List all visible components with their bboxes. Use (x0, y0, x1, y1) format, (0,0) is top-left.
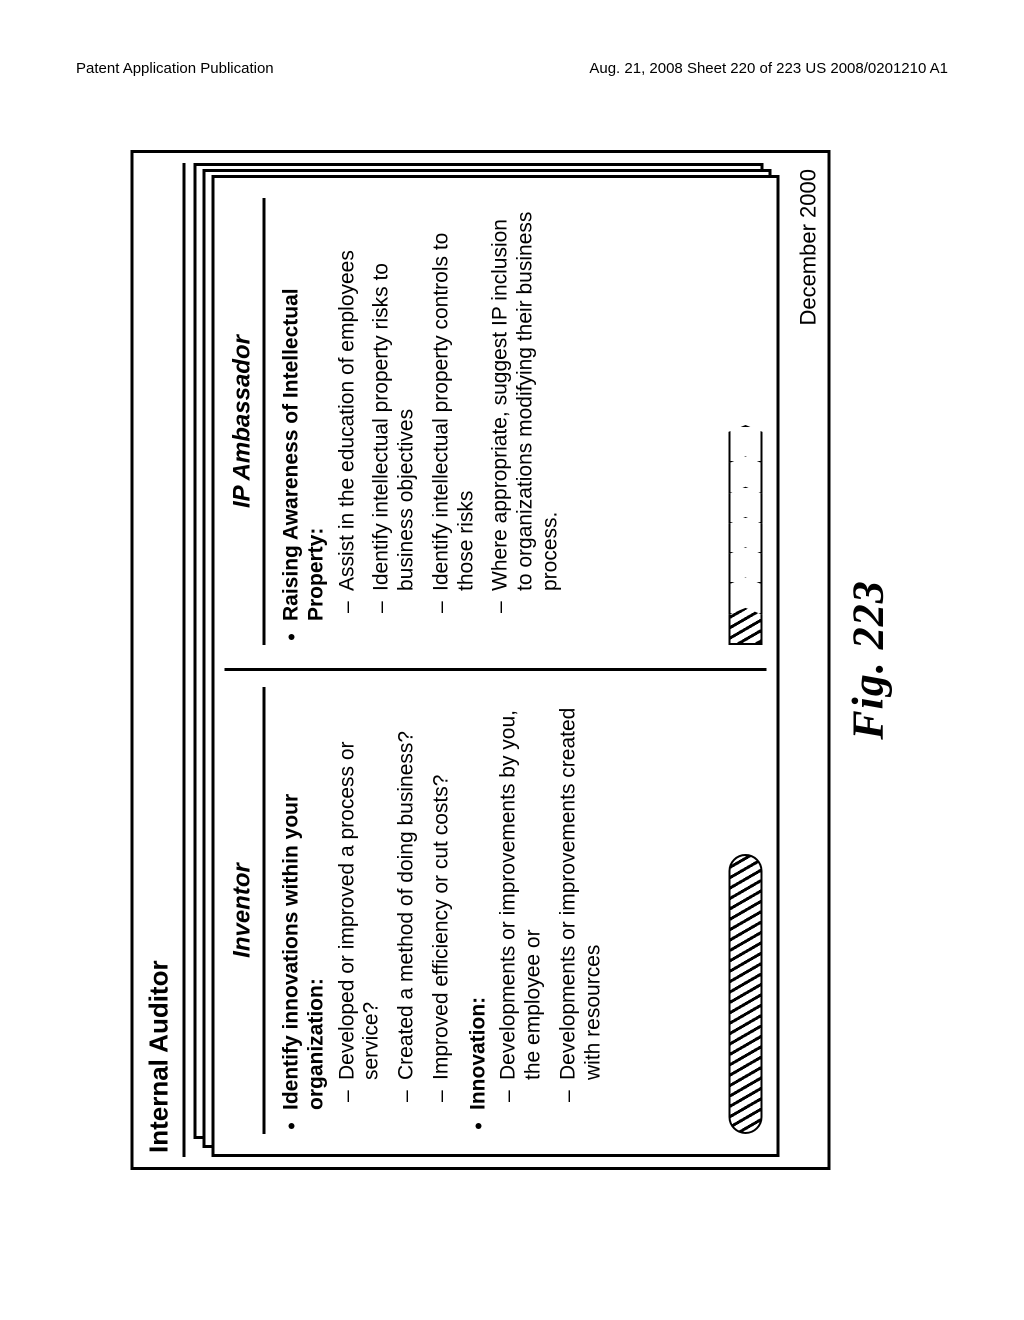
header-right: Aug. 21, 2008 Sheet 220 of 223 US 2008/0… (589, 60, 948, 77)
figure-rotated-container: Internal Auditor Inventor Identify innov… (131, 150, 894, 1170)
bullet-group: Identify innovations within your organiz… (280, 687, 455, 1110)
bullet-group: Raising Awareness of Intellectual Proper… (280, 198, 564, 621)
hatched-bar-icon (729, 854, 763, 1134)
sub-item: Assist in the education of employees (335, 198, 360, 613)
page-header: Patent Application Publication Aug. 21, … (70, 60, 954, 77)
header-left: Patent Application Publication (76, 60, 274, 77)
stack-card-front: Inventor Identify innovations within you… (212, 175, 780, 1157)
sub-item: Developed or improved a process or servi… (335, 687, 385, 1102)
sub-list: Assist in the education of employees Ide… (335, 198, 563, 621)
footer-date: December 2000 (796, 169, 822, 326)
sub-item: Where appropriate, suggest IP inclusion … (489, 198, 563, 613)
sub-item: Developments or improvements by you, the… (497, 687, 547, 1102)
decor-row (729, 687, 763, 1134)
column-title: IP Ambassador (229, 198, 266, 645)
card-stack: Inventor Identify innovations within you… (194, 163, 794, 1157)
group-lead: Innovation: (466, 997, 489, 1110)
outer-title: Internal Auditor (142, 163, 186, 1157)
column-title: Inventor (229, 687, 266, 1134)
sub-item: Improved efficiency or cut costs? (429, 687, 454, 1102)
column-inventor: Inventor Identify innovations within you… (225, 668, 767, 1140)
sub-list: Developed or improved a process or servi… (335, 687, 454, 1110)
column-ip-ambassador: IP Ambassador Raising Awareness of Intel… (225, 192, 767, 651)
sub-item: Identify intellectual property controls … (429, 198, 479, 613)
figure-footer: December 2000 (794, 163, 822, 1157)
sub-item: Created a method of doing business? (395, 687, 420, 1102)
sub-item: Developments or improvements created wit… (556, 687, 606, 1102)
outer-frame: Internal Auditor Inventor Identify innov… (131, 150, 831, 1170)
sub-item: Identify intellectual property risks to … (370, 198, 420, 613)
chevron-strip-icon (729, 425, 763, 645)
group-lead: Raising Awareness of Intellectual Proper… (280, 288, 328, 621)
sub-list: Developments or improvements by you, the… (497, 687, 606, 1110)
bullet-list: Identify innovations within your organiz… (280, 687, 618, 1134)
figure-caption: Fig. 223 (843, 150, 894, 1170)
group-lead: Identify innovations within your organiz… (280, 794, 328, 1110)
bullet-group: Innovation: Developments or improvements… (466, 687, 606, 1110)
decor-row (729, 198, 763, 645)
bullet-list: Raising Awareness of Intellectual Proper… (280, 198, 576, 645)
